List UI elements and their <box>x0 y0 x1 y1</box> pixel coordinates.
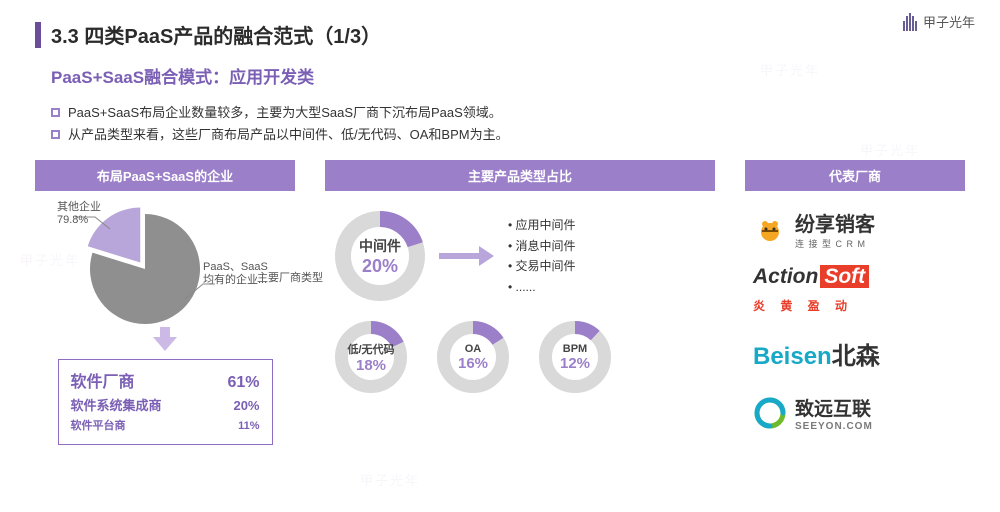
donut-label: 低/无代码 <box>347 341 394 357</box>
bullet-item: PaaS+SaaS布局企业数量较多，主要为大型SaaS厂商下沉布局PaaS领域。 <box>51 102 965 124</box>
donut-small: OA16% <box>437 321 509 393</box>
donut-small-row: 低/无代码18% OA16% BPM12% <box>335 321 715 393</box>
brand-mark: 甲子光年 <box>903 12 975 31</box>
down-arrow-icon <box>153 337 177 351</box>
page-subtitle: PaaS+SaaS融合模式：应用开发类 <box>51 63 965 88</box>
vendor-pct: 20% <box>233 398 259 413</box>
logo-actionsoft: ActionSoft 炎 黄 盈 动 <box>745 265 965 317</box>
left-column: 其他企业 79.8% PaaS、SaaS均有的企业... 主要厂商类型 软件厂商… <box>35 199 295 479</box>
middle-column: 中间件20% 应用中间件消息中间件交易中间件...... 低/无代码18%OA1… <box>325 199 715 479</box>
pie-slice-label: 其他企业 79.8% <box>57 201 101 227</box>
logo-fenxiang: 纷享销客 连 接 型 C R M <box>745 205 965 253</box>
title-row: 3.3 四类PaaS产品的融合范式（1/3） <box>35 20 965 49</box>
logo-subtext: 连 接 型 C R M <box>795 237 875 250</box>
logo-beisen: Beisen北森 <box>745 329 965 377</box>
bullet-icon <box>51 108 60 117</box>
vendor-row: 软件系统集成商 20% <box>71 395 260 414</box>
logo-text: ActionSoft <box>753 265 869 289</box>
logo-text: Beisen北森 <box>753 336 880 371</box>
donut-big: 中间件20% <box>335 211 425 301</box>
annotation-item: ...... <box>508 277 576 297</box>
col-header-left: 布局PaaS+SaaS的企业 <box>35 160 295 191</box>
logo-subtext: SEEYON.COM <box>795 421 873 432</box>
donut-main-row: 中间件20% 应用中间件消息中间件交易中间件...... <box>335 211 715 301</box>
right-column: 纷享销客 连 接 型 C R M ActionSoft 炎 黄 盈 动 Beis… <box>745 199 965 479</box>
swirl-icon <box>753 396 787 430</box>
slide-root: 甲子光年 甲子光年 甲子光年 甲子光年 甲子光年 3.3 四类PaaS产品的融合… <box>0 0 1000 512</box>
column-headers: 布局PaaS+SaaS的企业 主要产品类型占比 代表厂商 <box>35 160 965 191</box>
bullet-icon <box>51 130 60 139</box>
annotation-item: 消息中间件 <box>508 236 576 256</box>
arrow-right-icon <box>439 249 494 263</box>
logo-subtext: 炎 黄 盈 动 <box>753 297 853 314</box>
vendor-pct: 11% <box>238 420 259 432</box>
bee-icon <box>753 212 787 246</box>
vendor-type-label: 主要厂商类型 <box>257 269 323 285</box>
vendor-row: 软件厂商 61% <box>71 368 260 392</box>
bullet-text: 从产品类型来看，这些厂商布局产品以中间件、低/无代码、OA和BPM为主。 <box>68 124 509 146</box>
page-title: 3.3 四类PaaS产品的融合范式（1/3） <box>51 20 381 49</box>
donut-pct: 16% <box>458 355 488 372</box>
donut-label: 中间件 <box>359 236 401 256</box>
donut-pct: 12% <box>560 355 590 372</box>
vendor-name: 软件厂商 <box>71 368 135 392</box>
annotation-item: 应用中间件 <box>508 215 576 235</box>
annotation-list: 应用中间件消息中间件交易中间件...... <box>508 215 576 297</box>
logo-text: 纷享销客 <box>795 208 875 237</box>
pie-chart-wrap: 其他企业 79.8% PaaS、SaaS均有的企业... 主要厂商类型 <box>55 199 275 339</box>
vendor-name: 软件平台商 <box>71 417 126 433</box>
donut-pct: 20% <box>362 256 398 277</box>
annotation-item: 交易中间件 <box>508 256 576 276</box>
donut-pct: 18% <box>356 357 386 374</box>
vendor-row: 软件平台商 11% <box>71 417 260 433</box>
donut-label: OA <box>465 343 482 355</box>
vendor-table: 软件厂商 61% 软件系统集成商 20% 软件平台商 11% <box>58 359 273 445</box>
logo-seeyon: 致远互联 SEEYON.COM <box>745 389 965 437</box>
logo-text: 致远互联 <box>795 394 873 421</box>
title-accent-bar <box>35 22 41 48</box>
donut-label: BPM <box>563 343 587 355</box>
donut-small: 低/无代码18% <box>335 321 407 393</box>
bullet-list: PaaS+SaaS布局企业数量较多，主要为大型SaaS厂商下沉布局PaaS领域。… <box>51 102 965 146</box>
donut-small: BPM12% <box>539 321 611 393</box>
brand-name: 甲子光年 <box>923 12 975 31</box>
vendor-pct: 61% <box>227 374 259 392</box>
col-header-right: 代表厂商 <box>745 160 965 191</box>
brand-logo-icon <box>903 13 917 31</box>
bullet-item: 从产品类型来看，这些厂商布局产品以中间件、低/无代码、OA和BPM为主。 <box>51 124 965 146</box>
vendor-name: 软件系统集成商 <box>71 395 162 414</box>
col-header-middle: 主要产品类型占比 <box>325 160 715 191</box>
content-row: 其他企业 79.8% PaaS、SaaS均有的企业... 主要厂商类型 软件厂商… <box>35 199 965 479</box>
bullet-text: PaaS+SaaS布局企业数量较多，主要为大型SaaS厂商下沉布局PaaS领域。 <box>68 102 502 124</box>
